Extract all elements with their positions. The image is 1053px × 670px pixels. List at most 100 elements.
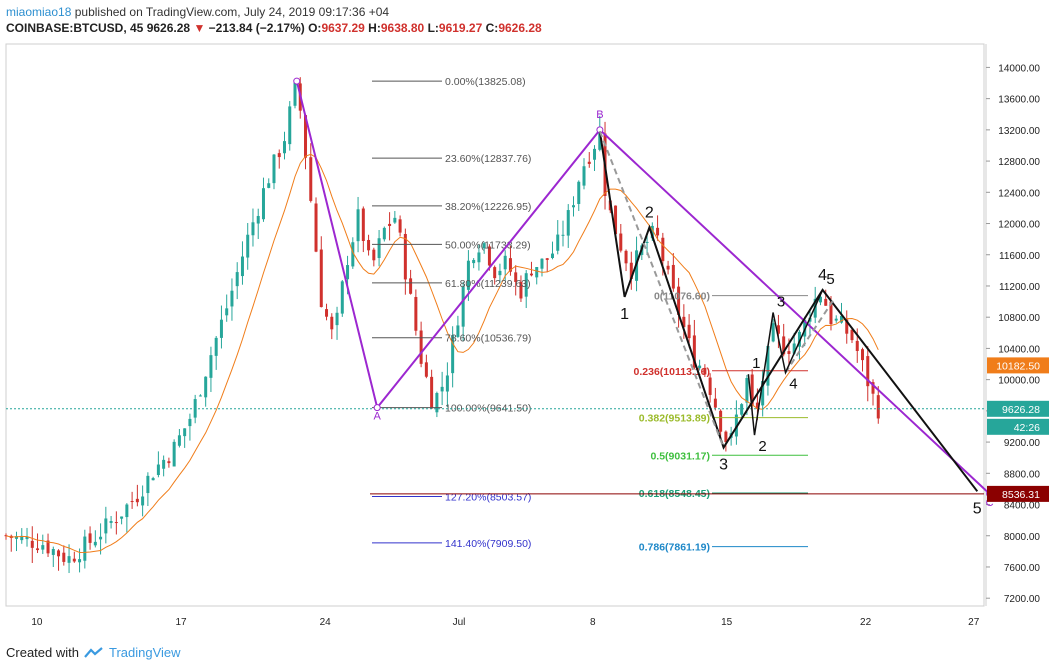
candle-body — [745, 377, 749, 403]
y-tick-label: 8400.00 — [1004, 501, 1041, 512]
candle-body — [724, 431, 728, 443]
price-badge-text: 8536.31 — [1002, 489, 1040, 501]
x-tick-label: 10 — [31, 617, 43, 628]
fib-a-level-label: 23.60%(12837.76) — [445, 153, 531, 165]
candle-body — [414, 296, 418, 331]
y-tick-label: 13200.00 — [998, 126, 1040, 137]
candle-body — [183, 428, 187, 437]
x-tick-label: 15 — [721, 617, 733, 628]
candle-body — [692, 335, 696, 368]
low-label: L: — [427, 21, 439, 35]
candle-body — [740, 404, 744, 415]
candle-body — [666, 265, 670, 270]
candle-body — [99, 536, 103, 540]
candle-body — [619, 233, 623, 251]
candle-body — [36, 548, 40, 551]
y-tick-label: 7600.00 — [1004, 563, 1041, 574]
y-tick-label: 7200.00 — [1004, 594, 1041, 605]
price-badge-bg — [987, 357, 1049, 374]
y-tick-label: 13600.00 — [998, 95, 1040, 106]
candle-body — [766, 345, 770, 386]
tradingview-logo-icon — [84, 646, 103, 658]
candle-body — [440, 386, 444, 392]
candle-body — [677, 286, 681, 315]
candle-body — [120, 516, 124, 519]
candle-body — [204, 376, 208, 398]
candle-body — [419, 330, 423, 364]
sub-wave-label: 5 — [826, 271, 834, 288]
candle-body — [787, 351, 791, 354]
y-tick-label: 9200.00 — [1004, 438, 1041, 449]
candle-body — [246, 234, 250, 258]
candle-body — [151, 478, 155, 481]
y-tick-label: 12000.00 — [998, 220, 1040, 231]
author-link[interactable]: miaomiao18 — [6, 5, 72, 19]
fib-a-level-label: 78.60%(10536.79) — [445, 333, 531, 345]
candle-body — [251, 222, 255, 236]
candle-body — [130, 501, 134, 503]
candle-body — [645, 241, 649, 243]
sub-wave-dashed-line — [784, 297, 836, 374]
candle-body — [514, 272, 518, 282]
candle-body — [351, 242, 355, 267]
candle-body — [850, 329, 854, 341]
candle-body — [461, 286, 465, 327]
candle-body — [78, 559, 82, 563]
candle-body — [141, 496, 145, 506]
candle-body — [650, 225, 654, 239]
impulse-wave-label: 3 — [719, 457, 728, 474]
candle-body — [761, 380, 765, 406]
candle-body — [172, 441, 176, 467]
y-tick-label: 10400.00 — [998, 344, 1040, 355]
open-value: 9637.29 — [321, 21, 365, 35]
candle-body — [188, 418, 192, 427]
candle-body — [15, 536, 19, 539]
candle-body — [587, 161, 591, 164]
abc-point-marker — [373, 404, 381, 412]
fib-a-level-label: 50.00%(11733.29) — [445, 239, 531, 251]
candle-body — [156, 464, 160, 476]
candle-body — [409, 278, 413, 294]
price-chart[interactable]: 14000.00 13600.00 13200.00 12800.00 12400.00… — [0, 0, 1053, 640]
open-label: O: — [308, 21, 322, 35]
candle-body — [755, 402, 759, 409]
x-tick-label: 8 — [590, 617, 596, 628]
fib-b-level-label: 0(11076.60) — [654, 291, 710, 303]
candle-body — [240, 256, 244, 277]
candle-body — [855, 340, 859, 351]
low-value: 9619.27 — [438, 21, 483, 35]
candle-body — [46, 540, 50, 554]
candle-body — [624, 250, 628, 264]
candle-body — [451, 335, 455, 374]
candle-body — [4, 535, 8, 537]
y-tick-label: 11200.00 — [999, 282, 1040, 293]
x-tick-label: 27 — [968, 617, 980, 628]
down-arrow-icon: ▼ — [193, 21, 206, 35]
candle-body — [503, 255, 507, 270]
candle-body — [845, 319, 849, 334]
candle-body — [750, 374, 754, 405]
candle-body — [671, 264, 675, 289]
candle-body — [629, 262, 633, 279]
candle-body — [272, 154, 276, 184]
price-badge-text: 10182.50 — [996, 360, 1040, 372]
price-badge-bg — [987, 485, 1049, 502]
candle-body — [834, 318, 838, 321]
candle-body — [487, 246, 491, 266]
y-tick-label: 11600.00 — [999, 251, 1040, 262]
impulse-wave-label: 5 — [973, 500, 982, 517]
candle-body — [104, 518, 108, 534]
last-price: 9626.28 — [146, 21, 191, 35]
candle-body — [866, 356, 870, 387]
candle-body — [282, 141, 286, 154]
candle-body — [230, 290, 234, 307]
tradingview-brand[interactable]: TradingView — [108, 645, 181, 660]
candle-body — [135, 498, 139, 503]
candle-body — [719, 410, 723, 432]
candle-body — [482, 243, 486, 249]
candle-body — [545, 258, 549, 260]
candle-body — [214, 337, 218, 356]
symbol-label[interactable]: COINBASE:BTCUSD, 45 — [6, 21, 144, 35]
candle-body — [493, 267, 497, 279]
publish-info: published on TradingView.com, July 24, 2… — [74, 5, 390, 19]
